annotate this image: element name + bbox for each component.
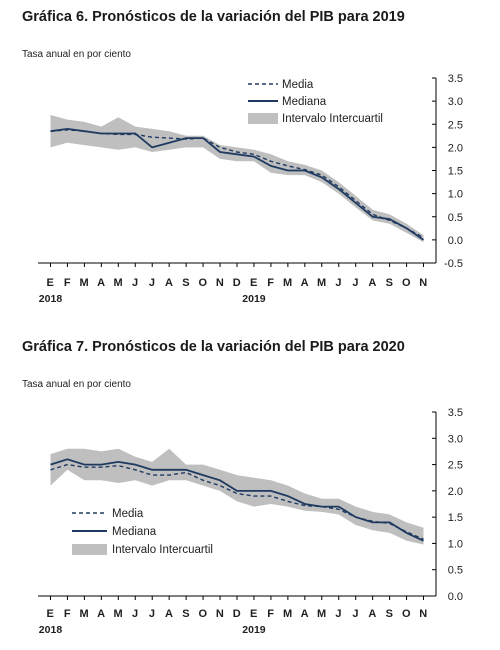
y-tick-label: 3.5: [448, 73, 463, 85]
x-tick-label: M: [283, 608, 293, 620]
x-tick-label: O: [402, 277, 411, 289]
x-tick-label: J: [352, 608, 359, 620]
x-tick-label: E: [250, 277, 258, 289]
x-tick-label: J: [149, 277, 156, 289]
x-tick-label: J: [132, 608, 139, 620]
y-tick-label: -0.5: [444, 258, 463, 270]
y-tick-label: 1.5: [448, 512, 463, 524]
x-tick-label: A: [301, 608, 309, 620]
x-tick-label: M: [317, 277, 327, 289]
legend-label: Intervalo Intercuartil: [282, 113, 383, 125]
x-tick-label: F: [267, 277, 274, 289]
series-band-intervalo-intercuartil: [50, 448, 424, 545]
x-tick-label: M: [317, 608, 327, 620]
y-tick-label: 1.5: [448, 166, 463, 178]
x-tick-label: J: [335, 277, 342, 289]
y-tick-label: 0.0: [448, 235, 463, 247]
series-line-media: [50, 129, 424, 239]
x-tick-label: E: [250, 608, 258, 620]
legend-label: Media: [282, 79, 314, 91]
year-label: 2019: [242, 624, 266, 636]
x-tick-label: S: [386, 608, 394, 620]
x-tick-label: F: [64, 608, 71, 620]
x-tick-label: J: [335, 608, 342, 620]
legend-label: Mediana: [112, 526, 157, 538]
year-label: 2019: [242, 293, 266, 305]
x-tick-label: E: [47, 608, 55, 620]
x-tick-label: S: [386, 277, 394, 289]
x-tick-label: A: [368, 277, 376, 289]
x-tick-label: J: [149, 608, 156, 620]
legend-label: Intervalo Intercuartil: [112, 544, 213, 556]
x-tick-label: A: [97, 277, 105, 289]
chart-6-panel: Gráfica 6. Pronósticos de la variación d…: [0, 0, 500, 320]
chart-title: Gráfica 7. Pronósticos de la variación d…: [22, 339, 405, 355]
x-tick-label: J: [352, 277, 359, 289]
y-tick-label: 2.5: [448, 460, 463, 472]
chart-7-panel: Gráfica 7. Pronósticos de la variación d…: [0, 330, 500, 650]
legend-swatch-band: [72, 544, 107, 555]
series-line-mediana: [50, 458, 424, 542]
y-tick-label: 3.0: [448, 433, 463, 445]
x-tick-label: N: [419, 608, 427, 620]
x-tick-label: N: [419, 277, 427, 289]
x-tick-label: D: [233, 277, 241, 289]
year-label: 2018: [39, 293, 63, 305]
chart-subtitle: Tasa anual en por ciento: [22, 379, 131, 390]
series-line-media: [50, 463, 424, 540]
x-tick-label: M: [283, 277, 293, 289]
y-tick-label: 0.5: [448, 565, 463, 577]
y-tick-label: 1.0: [448, 538, 463, 550]
x-tick-label: A: [97, 608, 105, 620]
y-tick-label: 0.0: [448, 591, 463, 603]
y-tick-label: 2.0: [448, 486, 463, 498]
y-tick-label: 1.0: [448, 189, 463, 201]
x-tick-label: J: [132, 277, 139, 289]
series-band-intervalo-intercuartil: [50, 115, 424, 243]
x-tick-label: O: [199, 277, 208, 289]
x-tick-label: D: [233, 608, 241, 620]
x-tick-label: S: [182, 277, 190, 289]
x-tick-label: M: [113, 608, 123, 620]
series-line-mediana: [50, 127, 425, 241]
chart-title: Gráfica 6. Pronósticos de la variación d…: [22, 9, 405, 25]
x-tick-label: E: [47, 277, 55, 289]
y-tick-label: 3.5: [448, 407, 463, 419]
x-tick-label: M: [80, 277, 90, 289]
x-tick-label: M: [80, 608, 90, 620]
x-tick-label: S: [182, 608, 190, 620]
x-tick-label: A: [301, 277, 309, 289]
chart-subtitle: Tasa anual en por ciento: [22, 49, 131, 60]
x-tick-label: A: [165, 608, 173, 620]
y-tick-label: 2.5: [448, 119, 463, 131]
x-tick-label: F: [267, 608, 274, 620]
x-tick-label: A: [165, 277, 173, 289]
x-tick-label: N: [216, 608, 224, 620]
y-tick-label: 3.0: [448, 96, 463, 108]
x-tick-label: F: [64, 277, 71, 289]
legend-label: Mediana: [282, 96, 327, 108]
x-tick-label: O: [199, 608, 208, 620]
year-label: 2018: [39, 624, 63, 636]
x-tick-label: N: [216, 277, 224, 289]
legend-label: Media: [112, 508, 144, 520]
legend-swatch-band: [248, 113, 278, 124]
x-tick-label: M: [113, 277, 123, 289]
y-tick-label: 0.5: [448, 212, 463, 224]
x-tick-label: O: [402, 608, 411, 620]
y-tick-label: 2.0: [448, 142, 463, 154]
x-tick-label: A: [368, 608, 376, 620]
